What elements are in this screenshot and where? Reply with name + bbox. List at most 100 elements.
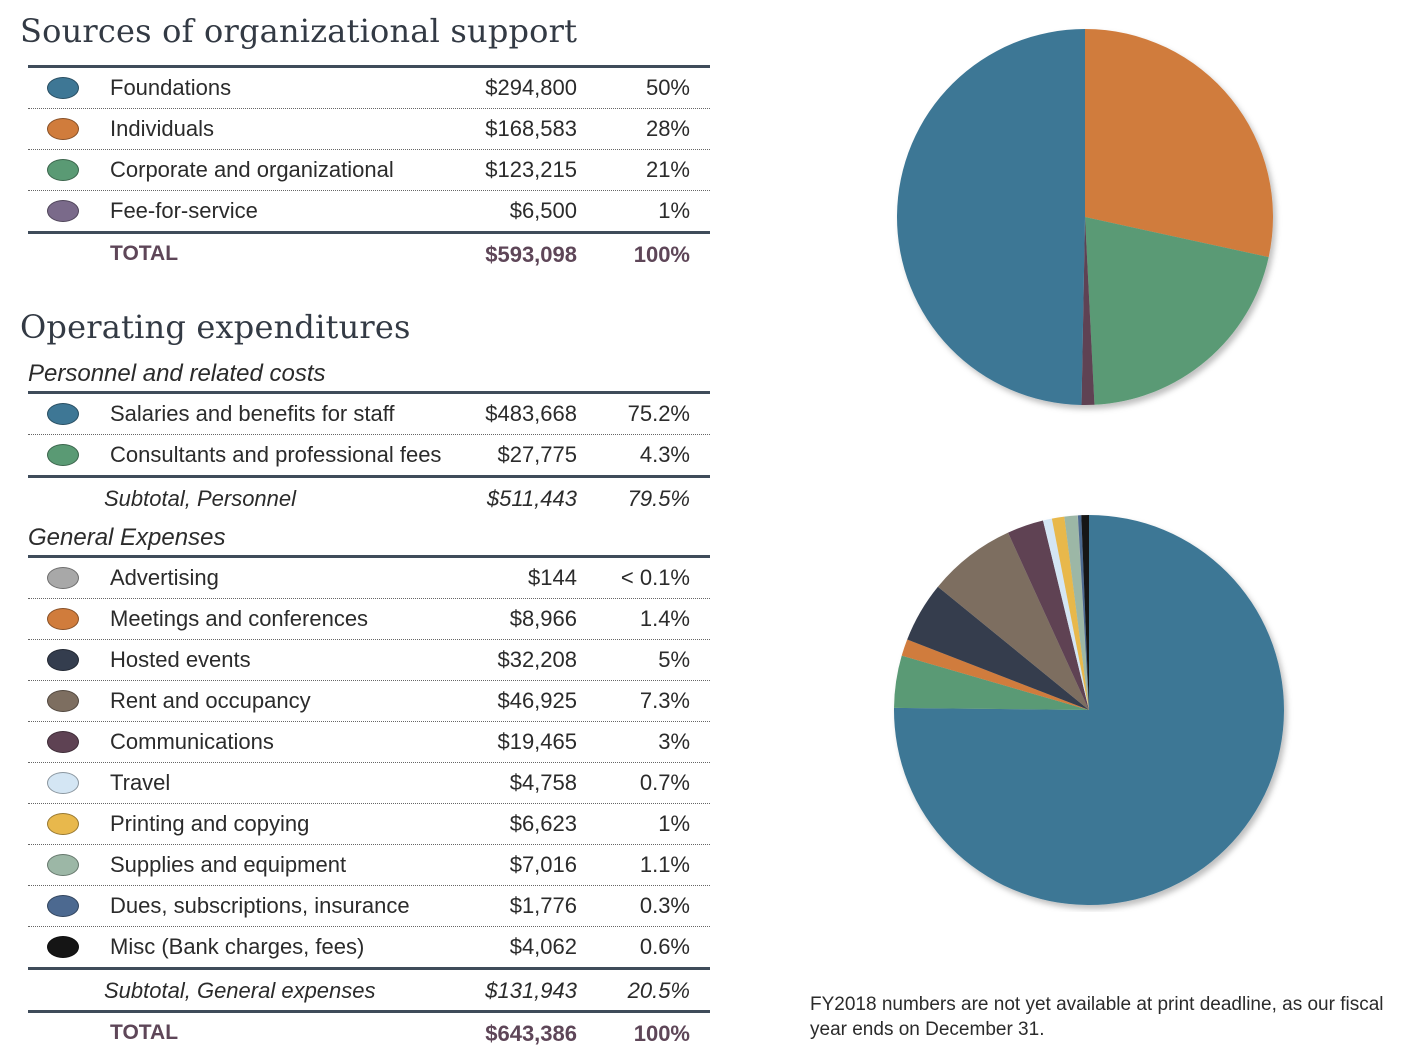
legend-swatch bbox=[47, 159, 79, 181]
legend-swatch bbox=[47, 895, 79, 917]
table-row: Foundations $294,800 50% bbox=[28, 68, 710, 109]
table-row: Supplies and equipment $7,016 1.1% bbox=[28, 845, 710, 886]
legend-swatch bbox=[47, 813, 79, 835]
pie-slice-consultants-and-professional-fees bbox=[894, 655, 1089, 710]
row-amount: $144 bbox=[528, 565, 577, 590]
legend-swatch bbox=[47, 649, 79, 671]
table-row: Hosted events $32,208 5% bbox=[28, 640, 710, 681]
row-amount: $32,208 bbox=[497, 647, 577, 672]
row-label: Foundations bbox=[110, 75, 232, 100]
table-row: Meetings and conferences $8,966 1.4% bbox=[28, 599, 710, 640]
support-pie-chart bbox=[897, 29, 1273, 405]
row-percent: 1% bbox=[658, 198, 690, 223]
row-label: Communications bbox=[110, 729, 274, 754]
row-label: Hosted events bbox=[110, 647, 251, 672]
row-amount: $294,800 bbox=[485, 75, 577, 100]
row-amount: $7,016 bbox=[509, 852, 577, 877]
pie-slice-dues-subscriptions-insurance bbox=[1077, 515, 1089, 710]
expenditures-total-row: TOTAL $643,386 100% bbox=[28, 1010, 710, 1053]
row-amount: $19,465 bbox=[497, 729, 577, 754]
expenditures-title: Operating expenditures bbox=[20, 308, 411, 346]
row-percent: 0.3% bbox=[639, 893, 690, 918]
subtotal-percent: 20.5% bbox=[627, 978, 690, 1003]
expenditures-pie-chart bbox=[894, 515, 1284, 905]
pie-slice-printing-and-copying bbox=[1051, 516, 1089, 710]
row-label: Salaries and benefits for staff bbox=[110, 401, 395, 426]
pie-slice-meetings-and-conferences bbox=[901, 639, 1089, 710]
table-row: Printing and copying $6,623 1% bbox=[28, 804, 710, 845]
row-label: Rent and occupancy bbox=[110, 688, 311, 713]
table-row: Individuals $168,583 28% bbox=[28, 109, 710, 150]
row-percent: 4.3% bbox=[639, 442, 690, 467]
row-amount: $123,215 bbox=[485, 157, 577, 182]
table-row: Consultants and professional fees $27,77… bbox=[28, 435, 710, 475]
legend-swatch bbox=[47, 403, 79, 425]
row-amount: $46,925 bbox=[497, 688, 577, 713]
row-amount: $4,758 bbox=[509, 770, 577, 795]
general-subtitle: General Expenses bbox=[28, 524, 226, 551]
row-percent: 0.7% bbox=[639, 770, 690, 795]
total-label: TOTAL bbox=[110, 242, 179, 265]
table-row: Dues, subscriptions, insurance $1,776 0.… bbox=[28, 886, 710, 927]
row-percent: 3% bbox=[658, 729, 690, 754]
pie-slice-travel bbox=[1043, 518, 1089, 710]
total-amount: $593,098 bbox=[485, 242, 577, 267]
row-label: Travel bbox=[110, 770, 171, 795]
row-amount: $168,583 bbox=[485, 116, 577, 141]
row-label: Supplies and equipment bbox=[110, 852, 347, 877]
row-label: Individuals bbox=[110, 116, 214, 141]
fy-footnote: FY2018 numbers are not yet available at … bbox=[810, 994, 1384, 1040]
subtotal-percent: 79.5% bbox=[627, 486, 690, 511]
row-percent: 7.3% bbox=[639, 688, 690, 713]
row-label: Corporate and organizational bbox=[110, 157, 394, 182]
pie-slice-corporate-and-organizational bbox=[1085, 217, 1269, 405]
subtotal-label: Subtotal, Personnel bbox=[104, 486, 297, 511]
legend-swatch bbox=[47, 200, 79, 222]
personnel-subtitle: Personnel and related costs bbox=[28, 360, 326, 387]
personnel-table: Salaries and benefits for staff $483,668… bbox=[28, 391, 710, 518]
legend-swatch bbox=[47, 690, 79, 712]
pie-slice-rent-and-occupancy bbox=[937, 532, 1089, 710]
row-amount: $27,775 bbox=[497, 442, 577, 467]
table-row: Fee-for-service $6,500 1% bbox=[28, 191, 710, 231]
row-label: Misc (Bank charges, fees) bbox=[110, 934, 365, 959]
general-subtotal-row: Subtotal, General expenses $131,943 20.5… bbox=[28, 967, 710, 1010]
row-label: Consultants and professional fees bbox=[110, 442, 442, 467]
row-label: Printing and copying bbox=[110, 811, 310, 836]
row-percent: < 0.1% bbox=[620, 565, 690, 590]
row-percent: 1% bbox=[658, 811, 690, 836]
row-percent: 75.2% bbox=[627, 401, 690, 426]
total-amount: $643,386 bbox=[485, 1021, 577, 1046]
support-title: Sources of organizational support bbox=[20, 12, 578, 50]
row-label: Meetings and conferences bbox=[110, 606, 369, 631]
pie-slice-misc-bank-charges-fees bbox=[1081, 515, 1089, 710]
personnel-subtotal-row: Subtotal, Personnel $511,443 79.5% bbox=[28, 475, 710, 518]
row-percent: 21% bbox=[645, 157, 690, 182]
legend-swatch bbox=[47, 77, 79, 99]
row-amount: $4,062 bbox=[509, 934, 577, 959]
table-row: Communications $19,465 3% bbox=[28, 722, 710, 763]
legend-swatch bbox=[47, 608, 79, 630]
subtotal-amount: $131,943 bbox=[485, 978, 577, 1003]
pie-slice-communications bbox=[1008, 520, 1089, 710]
row-percent: 1.4% bbox=[639, 606, 690, 631]
pie-slice-individuals bbox=[1085, 29, 1273, 258]
pie-slice-advertising bbox=[1077, 515, 1089, 710]
total-percent: 100% bbox=[633, 1021, 690, 1046]
total-percent: 100% bbox=[633, 242, 690, 267]
legend-swatch bbox=[47, 118, 79, 140]
table-row: Travel $4,758 0.7% bbox=[28, 763, 710, 804]
legend-swatch bbox=[47, 731, 79, 753]
row-label: Dues, subscriptions, insurance bbox=[110, 893, 410, 918]
general-table: Advertising $144 < 0.1% Meetings and con… bbox=[28, 555, 710, 1053]
row-amount: $8,966 bbox=[509, 606, 577, 631]
pie-slice-supplies-and-equipment bbox=[1064, 515, 1089, 710]
subtotal-label: Subtotal, General expenses bbox=[104, 978, 376, 1003]
row-percent: 1.1% bbox=[639, 852, 690, 877]
pie-slice-fee-for-service bbox=[1081, 217, 1095, 405]
table-row: Misc (Bank charges, fees) $4,062 0.6% bbox=[28, 927, 710, 967]
row-amount: $1,776 bbox=[509, 893, 577, 918]
legend-swatch bbox=[47, 772, 79, 794]
legend-swatch bbox=[47, 854, 79, 876]
row-percent: 50% bbox=[645, 75, 690, 100]
